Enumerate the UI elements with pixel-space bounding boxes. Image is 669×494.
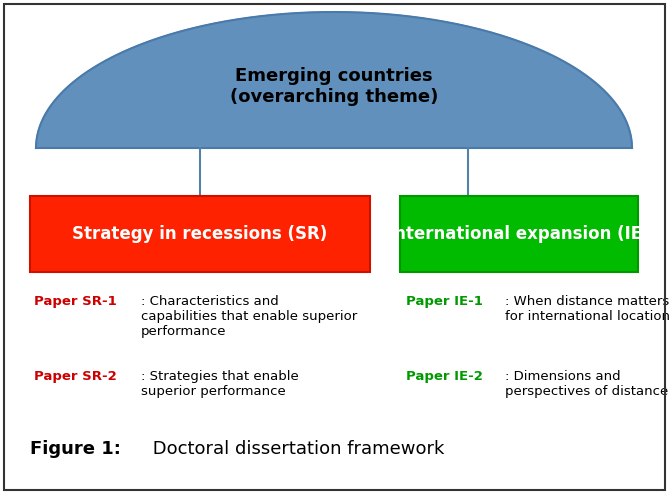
Text: Figure 1:: Figure 1: [30, 440, 121, 458]
Text: Paper IE-1: Paper IE-1 [406, 295, 483, 308]
Text: : Characteristics and
capabilities that enable superior
performance: : Characteristics and capabilities that … [140, 295, 357, 338]
Text: Emerging countries
(overarching theme): Emerging countries (overarching theme) [230, 67, 438, 106]
Text: Paper SR-2: Paper SR-2 [34, 370, 117, 383]
Text: : Strategies that enable
superior performance: : Strategies that enable superior perfor… [140, 370, 298, 398]
Text: : When distance matters
for international location decisions: : When distance matters for internationa… [505, 295, 669, 323]
FancyBboxPatch shape [30, 196, 370, 272]
Polygon shape [36, 12, 632, 148]
Text: Paper IE-2: Paper IE-2 [406, 370, 483, 383]
Text: : Dimensions and
perspectives of distance: : Dimensions and perspectives of distanc… [505, 370, 668, 398]
Text: Paper SR-1: Paper SR-1 [34, 295, 117, 308]
Text: Doctoral dissertation framework: Doctoral dissertation framework [147, 440, 445, 458]
Text: International expansion (IE): International expansion (IE) [388, 225, 650, 243]
FancyBboxPatch shape [400, 196, 638, 272]
Text: Strategy in recessions (SR): Strategy in recessions (SR) [72, 225, 328, 243]
